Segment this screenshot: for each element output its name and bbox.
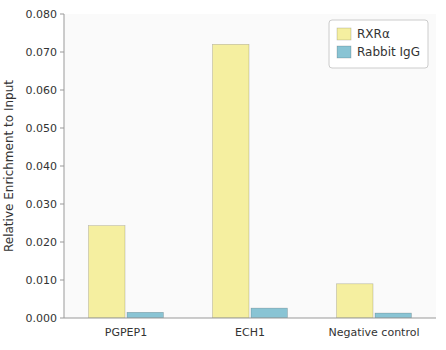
y-tick: [60, 204, 64, 205]
legend-box: [329, 20, 428, 68]
y-axis: [64, 14, 65, 318]
bar: [251, 308, 287, 318]
y-tick: [60, 280, 64, 281]
y-tick: [60, 242, 64, 243]
y-tick: [60, 52, 64, 53]
y-tick-label: 0.080: [26, 8, 58, 21]
y-tick-label: 0.030: [26, 198, 58, 211]
plot-area: [64, 14, 436, 318]
x-tick-label: PGPEP1: [105, 326, 147, 339]
x-tick-label: ECH1: [235, 326, 265, 339]
bar: [375, 313, 411, 318]
legend-swatch: [337, 46, 351, 58]
y-tick-label: 0.050: [26, 122, 58, 135]
chart-container: 0.000 0.010 0.020 0.030 0.040 0.050 0.060 0.070…: [0, 0, 446, 350]
bar: [127, 312, 163, 318]
y-tick-label: 0.000: [26, 312, 58, 325]
y-tick-label: 0.040: [26, 160, 58, 173]
y-tick-label: 0.010: [26, 274, 58, 287]
chart: 0.000 0.010 0.020 0.030 0.040 0.050 0.060 0.070…: [0, 0, 446, 350]
legend: RXRα Rabbit IgG: [329, 20, 428, 68]
y-axis-label: Relative Enrichment to Input: [2, 80, 16, 252]
y-tick-label: 0.060: [26, 84, 58, 97]
bar: [213, 44, 249, 318]
y-tick: [60, 166, 64, 167]
legend-label: Rabbit IgG: [357, 45, 420, 59]
y-tick: [60, 318, 64, 319]
y-tick: [60, 128, 64, 129]
legend-label: RXRα: [357, 27, 390, 41]
y-tick-label: 0.020: [26, 236, 58, 249]
bar: [337, 284, 373, 318]
legend-swatch: [337, 28, 351, 40]
x-tick-label: Negative control: [329, 326, 420, 339]
y-tick: [60, 14, 64, 15]
x-axis: [64, 318, 436, 319]
bar: [89, 226, 125, 318]
y-tick: [60, 90, 64, 91]
bars: [89, 44, 412, 318]
y-tick-label: 0.070: [26, 46, 58, 59]
